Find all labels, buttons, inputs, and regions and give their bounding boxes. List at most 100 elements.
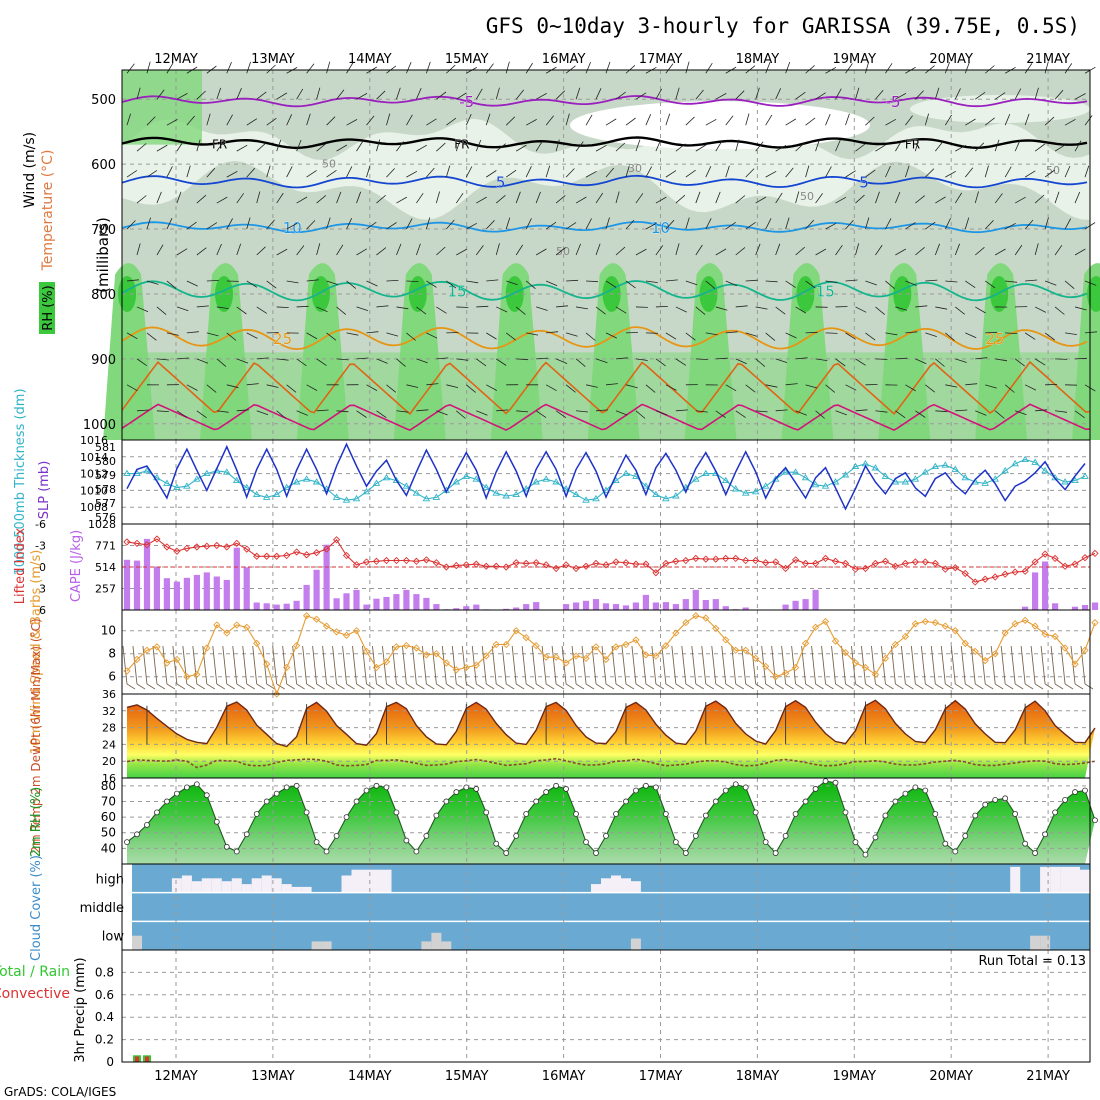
rh-marker	[293, 782, 300, 789]
thickness-marker	[821, 482, 830, 489]
surface-wind-barb	[312, 645, 318, 685]
surface-wind-barb	[935, 683, 944, 690]
cape-bar	[403, 589, 410, 610]
upper-wind-barb	[266, 384, 279, 388]
upper-wind-barb	[256, 306, 268, 314]
rh-tick-label: 40	[101, 841, 116, 855]
wind-speed-marker	[722, 636, 730, 644]
upper-wind-barb	[226, 114, 233, 126]
upper-wind-barb	[1004, 166, 1012, 178]
rh-marker	[932, 811, 939, 817]
wind-speed-marker	[253, 639, 261, 648]
upper-wind-barb	[376, 139, 381, 152]
surface-wind-barb	[272, 645, 278, 685]
pressure-tick-label: 1000	[83, 418, 116, 433]
rh-marker	[193, 781, 200, 788]
upper-wind-barb	[745, 279, 758, 282]
surface-wind-barb	[136, 683, 146, 690]
upper-wind-barb	[246, 383, 259, 386]
cloud-level-label: low	[102, 930, 125, 945]
upper-wind-barb	[915, 90, 924, 100]
upper-wind-barb	[196, 139, 201, 152]
thickness-marker	[522, 485, 530, 492]
upper-wind-barb	[605, 167, 615, 178]
thickness-marker	[841, 471, 850, 478]
rh-marker	[503, 850, 510, 856]
upper-wind-barb	[944, 218, 951, 230]
upper-wind-barb	[495, 143, 506, 152]
upper-wind-barb	[615, 91, 626, 100]
wind-tick-label: 6	[108, 670, 116, 684]
upper-wind-barb	[146, 332, 157, 341]
surface-wind-barb	[945, 683, 954, 690]
thickness-marker	[562, 485, 570, 492]
wind-speed-marker	[632, 636, 640, 644]
li-marker	[572, 564, 580, 573]
upper-wind-barb	[456, 92, 467, 100]
thickness-marker	[831, 478, 840, 485]
thickness-marker	[492, 489, 501, 496]
cape-bar	[213, 576, 220, 610]
li-marker	[193, 543, 201, 551]
upper-wind-barb	[505, 61, 510, 74]
upper-wind-barb	[735, 305, 748, 308]
rh-tick-label: 70	[101, 794, 116, 808]
wind-speed-marker	[293, 642, 301, 650]
upper-wind-barb	[216, 141, 225, 152]
surface-wind-barb	[266, 683, 275, 690]
cloud-low-gap	[321, 941, 332, 950]
wind-speed-marker	[1091, 619, 1099, 627]
upper-wind-barb	[406, 332, 416, 341]
surface-wind-barb	[861, 645, 866, 685]
upper-wind-barb	[984, 165, 989, 178]
cloud-clear-high	[1070, 866, 1080, 893]
upper-wind-barb	[725, 165, 730, 178]
wind-speed-marker	[402, 642, 411, 650]
wind-speed-marker	[492, 640, 500, 649]
upper-wind-barb	[306, 63, 315, 74]
upper-wind-barb	[685, 116, 695, 126]
li-marker	[592, 559, 600, 568]
upper-wind-barb	[835, 410, 847, 416]
upper-wind-barb	[845, 219, 854, 230]
upper-wind-barb	[286, 222, 298, 230]
wind-speed-marker	[1031, 622, 1039, 630]
surface-wind-barb	[156, 683, 166, 690]
li-marker	[382, 556, 391, 565]
bottom-date-label: 16MAY	[542, 1069, 586, 1084]
upper-wind-barb	[895, 410, 906, 419]
pressure-axis-label: (millibars)	[94, 217, 112, 293]
upper-wind-barb	[735, 247, 746, 256]
upper-wind-barb	[176, 191, 182, 204]
upper-wind-barb	[515, 144, 527, 152]
upper-wind-barb	[356, 140, 364, 152]
upper-wind-barb	[546, 331, 559, 334]
surface-wind-barb	[865, 683, 874, 690]
upper-wind-barb	[605, 280, 617, 288]
surface-wind-barb	[1044, 683, 1054, 690]
slp-tick-label: 1010	[80, 484, 108, 497]
thickness-marker	[532, 478, 540, 485]
rh-marker	[1082, 787, 1088, 794]
cloud-clear-high	[351, 869, 362, 893]
stability-panel: -6 -3 0 3 6 1028 771 514 257 Lifted Index CAPE (J/…	[13, 518, 1099, 617]
upper-wind-barb	[316, 143, 327, 152]
li-marker	[801, 559, 810, 568]
rh-contour-label: 30	[628, 162, 642, 175]
upper-wind-barb	[1044, 280, 1057, 286]
upper-wind-barb	[1064, 165, 1071, 178]
li-marker	[352, 561, 361, 569]
surface-wind-barb	[401, 645, 407, 685]
upper-wind-barb	[595, 144, 607, 152]
cloud-low-gap	[630, 938, 641, 950]
upper-wind-barb	[126, 279, 139, 282]
upper-wind-barb	[416, 409, 429, 412]
li-marker	[732, 554, 740, 563]
cloud-clear-high	[211, 878, 222, 893]
rh-tick-label: 60	[101, 810, 116, 824]
upper-wind-barb	[256, 410, 269, 416]
upper-wind-barb	[954, 243, 960, 256]
rh-marker	[593, 850, 599, 856]
upper-wind-barb	[595, 409, 609, 412]
cape-bar	[1081, 605, 1089, 610]
